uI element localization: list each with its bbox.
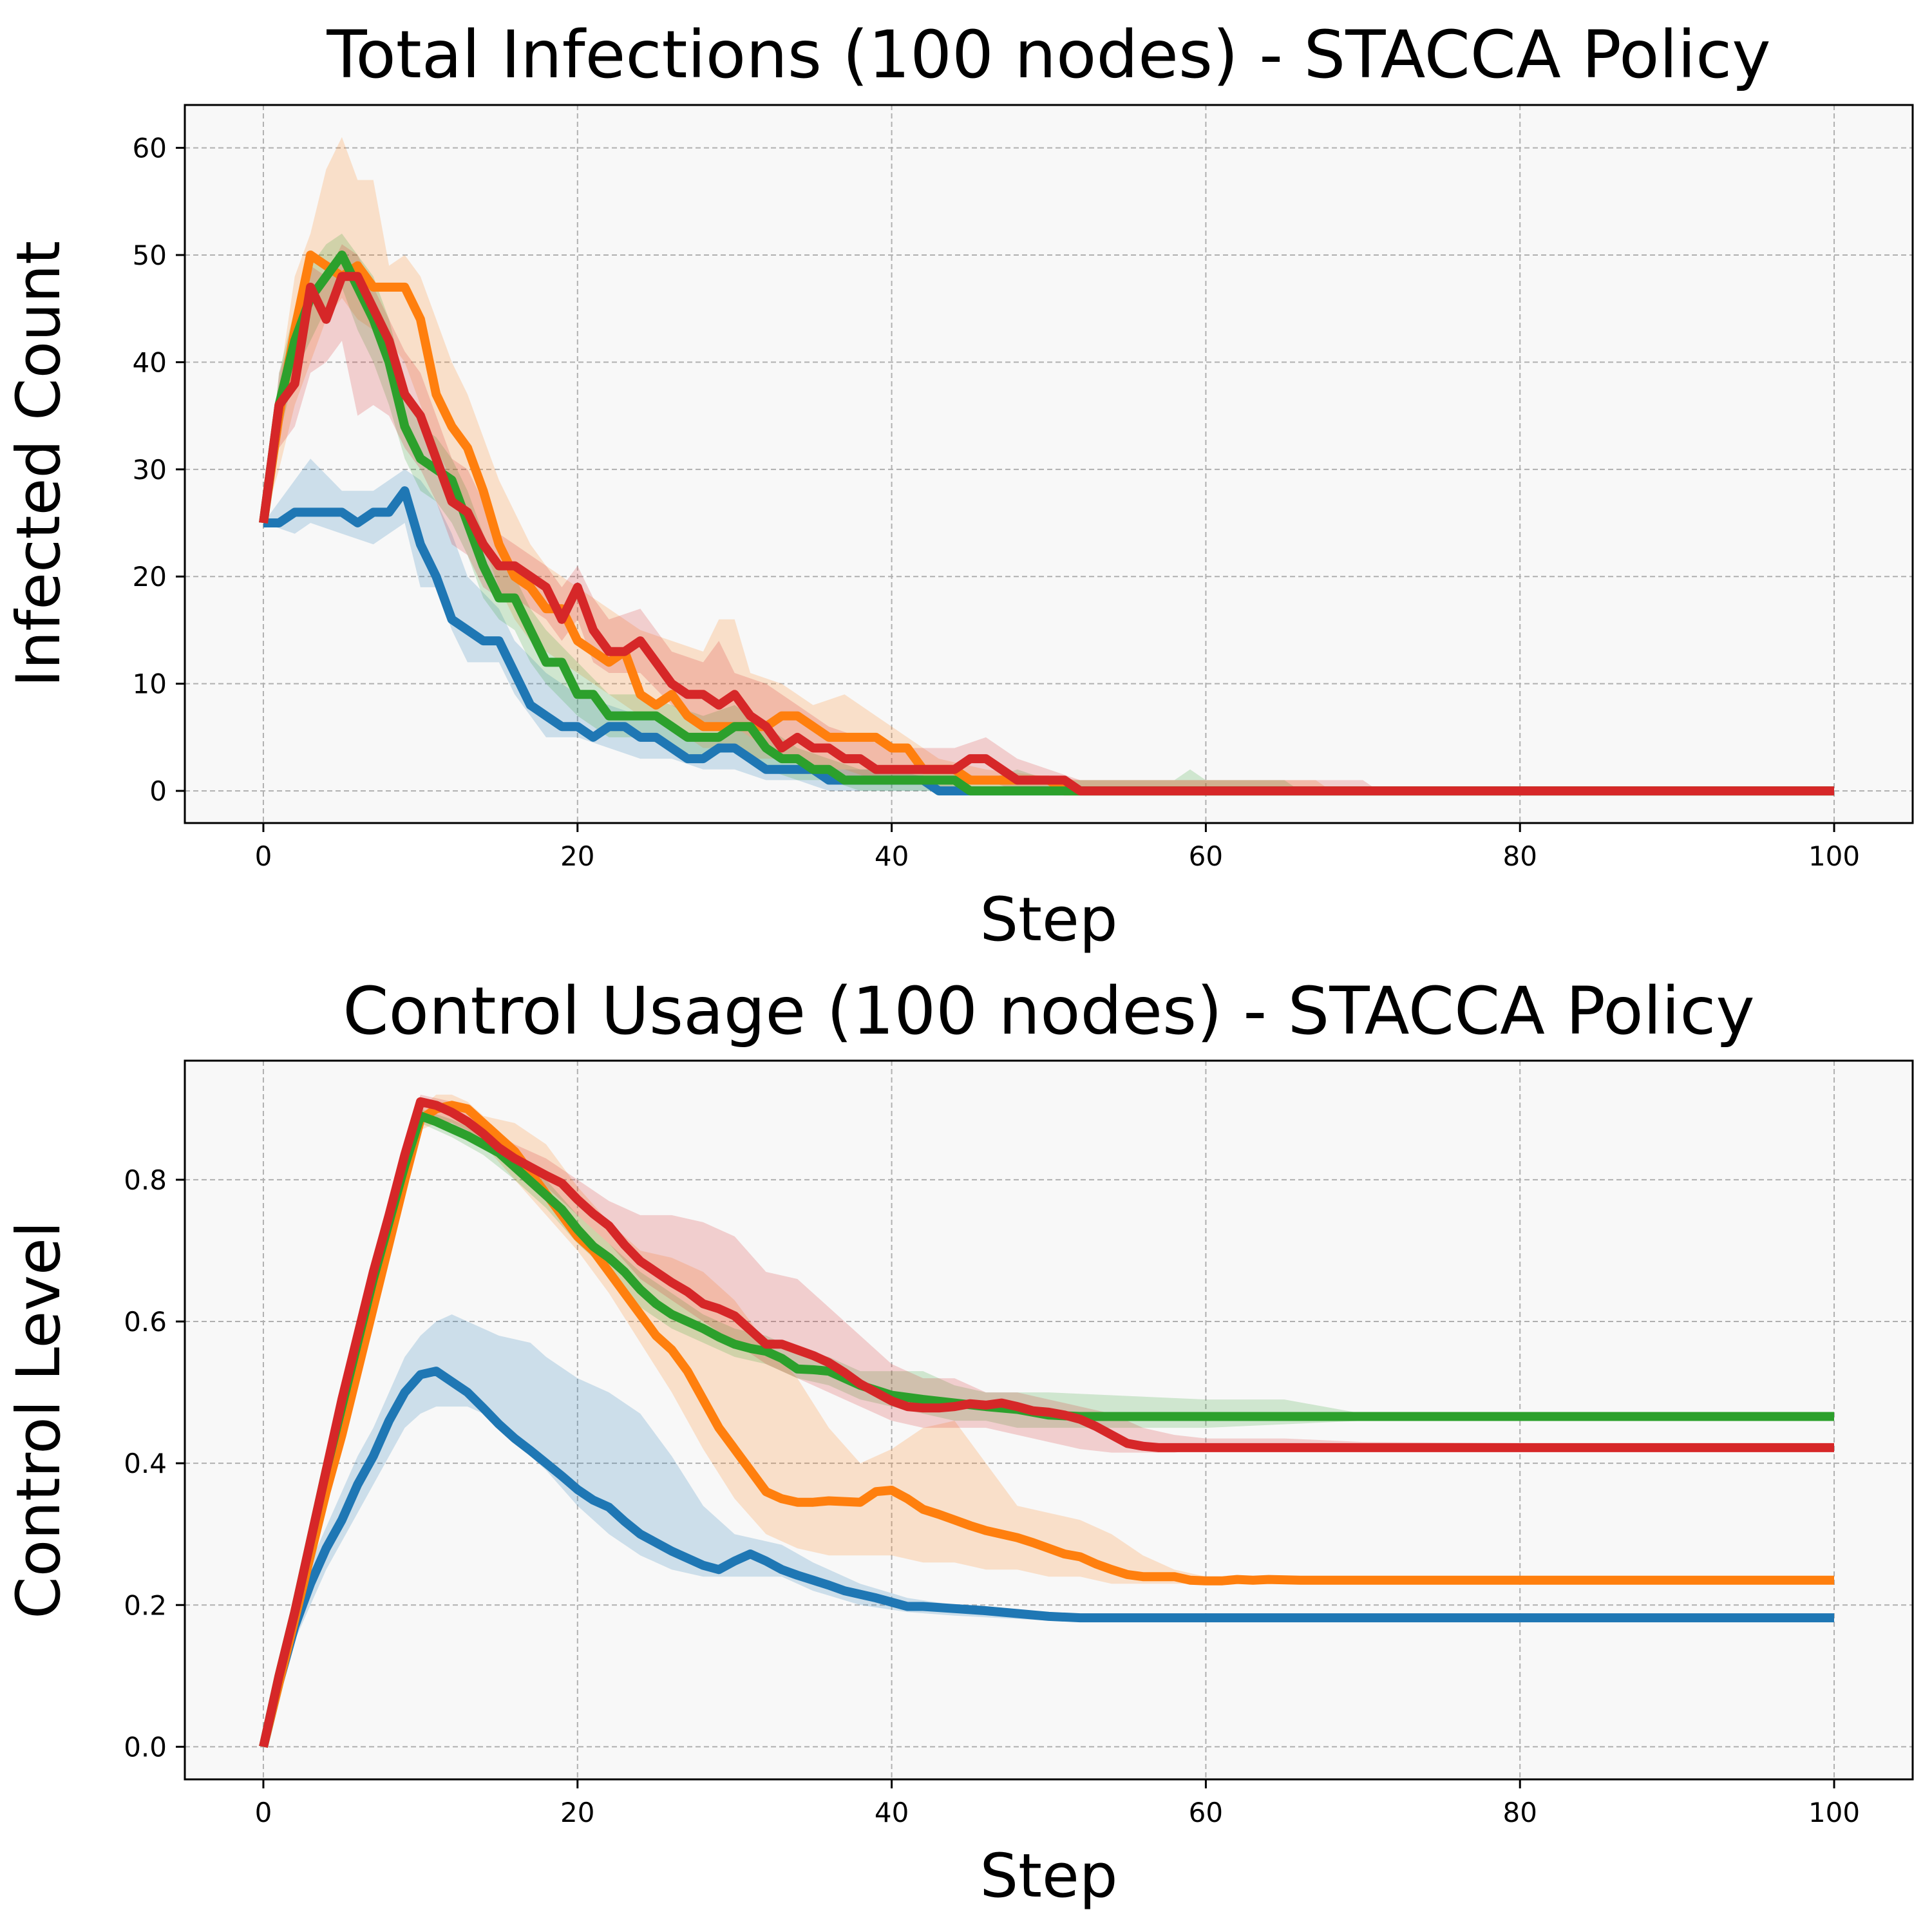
x-tick-label: 20 (560, 1797, 594, 1828)
axes-frame (184, 104, 1914, 824)
x-tick-label: 60 (1189, 1797, 1223, 1828)
y-tick-label: 50 (133, 240, 167, 271)
line-orange (259, 1101, 1834, 1748)
line-orange (259, 251, 1834, 796)
y-tick-label: 20 (133, 561, 167, 592)
y-tick-label: 0.0 (124, 1731, 167, 1763)
line-green (259, 251, 1834, 796)
y-tick-label: 60 (133, 133, 167, 164)
x-tick-label: 40 (875, 840, 909, 872)
x-tick-label: 80 (1503, 1797, 1537, 1828)
series-group (259, 137, 1834, 796)
x-tick-label: 100 (1808, 1797, 1860, 1828)
y-tick-label: 0.6 (124, 1306, 167, 1338)
band-orange (263, 1094, 1834, 1747)
band-red (263, 1094, 1834, 1747)
y-axis-label: Control Level (4, 1221, 74, 1619)
band-green (263, 1108, 1834, 1747)
x-axis-label: Step (980, 1841, 1117, 1911)
line-blue (259, 1367, 1834, 1748)
band-blue (263, 459, 1834, 791)
line-red (259, 1097, 1834, 1748)
y-axis-label: Infected Count (4, 241, 74, 687)
control-usage-chart: 0 20 40 60 80 100 0.0 0.2 0.4 0.6 0.8 Control Usage… (4, 973, 1914, 1911)
y-tick-label: 10 (133, 668, 167, 700)
x-tick-label: 100 (1808, 840, 1860, 872)
axes-frame (184, 1059, 1914, 1781)
x-tick-label: 40 (875, 1797, 909, 1828)
y-tick-label: 0.4 (124, 1448, 167, 1479)
chart-title: Control Usage (100 nodes) - STACCA Polic… (343, 973, 1755, 1050)
x-tick-label: 80 (1503, 840, 1537, 872)
x-axis-label: Step (980, 885, 1117, 955)
infections-chart: 0 20 40 60 80 100 0 10 20 30 40 50 60 Total Infection… (4, 17, 1914, 955)
x-tick-label: 0 (255, 1797, 272, 1828)
series-group (259, 1094, 1834, 1748)
y-tick-label: 0.8 (124, 1164, 167, 1196)
chart-title: Total Infections (100 nodes) - STACCA Po… (326, 17, 1770, 93)
line-red (259, 272, 1834, 796)
band-red (263, 244, 1834, 791)
x-tick-label: 20 (560, 840, 594, 872)
y-tick-label: 30 (133, 454, 167, 486)
y-tick-label: 0 (149, 775, 167, 807)
y-tick-label: 0.2 (124, 1589, 167, 1621)
x-tick-label: 60 (1189, 840, 1223, 872)
x-tick-label: 0 (255, 840, 272, 872)
band-blue (263, 1314, 1834, 1747)
y-tick-label: 40 (133, 346, 167, 378)
